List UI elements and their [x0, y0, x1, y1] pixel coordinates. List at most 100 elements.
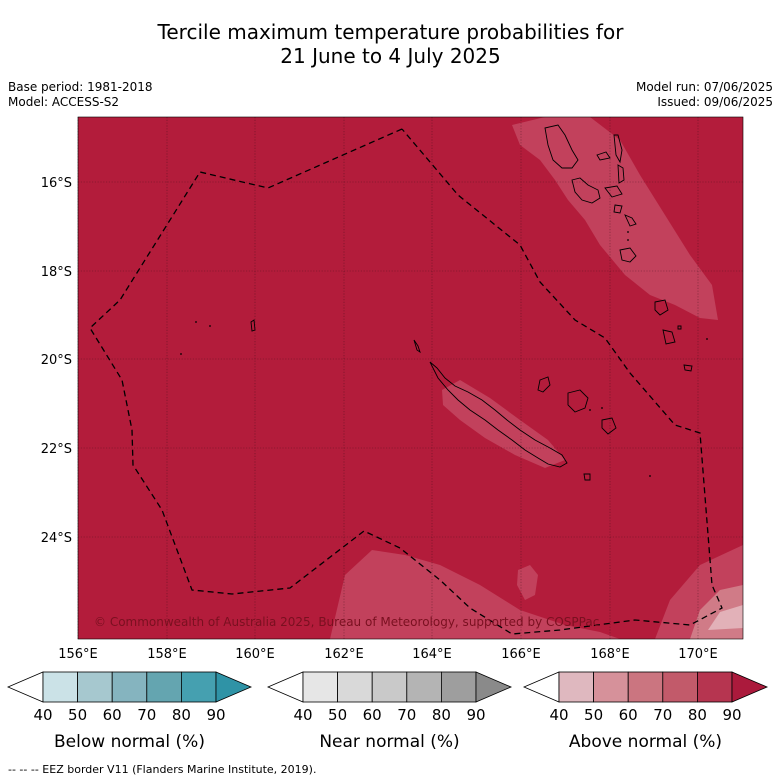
islet-2	[209, 325, 211, 327]
colorbar-tick-label: 60	[619, 706, 638, 724]
islet-5	[649, 475, 651, 477]
islet-8	[627, 231, 629, 233]
colorbar-segment	[111, 671, 148, 703]
colorbar-title: Above normal (%)	[569, 732, 722, 752]
colorbar-segment	[558, 671, 594, 703]
colorbar-segment	[593, 671, 629, 703]
malakula-coast	[571, 177, 601, 204]
colorbar-tick-label: 50	[68, 706, 87, 724]
colorbar-tick-label: 90	[466, 706, 485, 724]
colorbar-tick-label: 90	[206, 706, 225, 724]
colorbar-2: 40 50 60 70 80 90 Near normal (%)	[266, 671, 513, 752]
maewo-coast	[613, 134, 623, 164]
colorbar-segment	[371, 671, 408, 703]
colorbar-segment	[627, 671, 664, 703]
title-line-1: Tercile maximum temperature probabilitie…	[157, 20, 624, 44]
colorbar-title: Below normal (%)	[54, 732, 205, 752]
colorbar-extend-low	[522, 671, 560, 703]
map-frame	[77, 116, 744, 640]
base-period: Base period: 1981-2018	[8, 80, 153, 94]
colorbar-tick-label: 80	[688, 706, 707, 724]
latitude-labels: 16°S 18°S 20°S 22°S 24°S	[41, 176, 72, 546]
lon-label-156: 156°E	[58, 647, 98, 662]
colorbar-segment	[180, 671, 217, 703]
colorbar-segment	[77, 671, 113, 703]
colorbar-extend-high	[215, 671, 253, 703]
issued-date: Issued: 09/06/2025	[657, 95, 773, 109]
colorbar-tick-label: 50	[584, 706, 603, 724]
copyright-text: © Commonwealth of Australia 2025, Bureau…	[94, 615, 599, 629]
colorbar-tick-label: 70	[653, 706, 672, 724]
colorbar-tick-label: 40	[549, 706, 568, 724]
small-islets	[180, 231, 708, 477]
colorbar-tick-label: 60	[363, 706, 382, 724]
title-line-2: 21 June to 4 July 2025	[280, 44, 501, 68]
model-name: Model: ACCESS-S2	[8, 95, 120, 109]
pentecost-coast	[617, 164, 625, 184]
meta-right: Model run: 07/06/2025 Issued: 09/06/2025	[636, 80, 773, 110]
aneityum-coast	[683, 364, 693, 372]
meta-left: Base period: 1981-2018 Model: ACCESS-S2	[8, 80, 153, 110]
colorbar-tick-label: 80	[432, 706, 451, 724]
lat-label-18: 18°S	[41, 265, 72, 280]
futuna-islet	[677, 325, 682, 330]
new-caledonia-north-islet	[413, 339, 421, 354]
isle-of-pines-coast	[583, 473, 591, 481]
loyalty-islands-coast	[537, 376, 551, 393]
colorbar-segment	[302, 671, 338, 703]
chesterfield-islet	[250, 319, 256, 332]
espiritu-santo-coast	[544, 124, 579, 169]
lat-label-22: 22°S	[41, 442, 72, 457]
colorbar-segment	[440, 671, 477, 703]
lat-label-16: 16°S	[41, 176, 72, 191]
colorbar-tick-label: 40	[33, 706, 52, 724]
colorbar-tick-label: 50	[328, 706, 347, 724]
map-title: Tercile maximum temperature probabilitie…	[0, 20, 781, 68]
colorbar-extend-high	[731, 671, 769, 703]
lon-label-162: 162°E	[324, 647, 364, 662]
colorbar-segment	[662, 671, 698, 703]
colorbar-extend-low	[6, 671, 44, 703]
colorbar-tick-label: 80	[172, 706, 191, 724]
colorbar-tick-label: 40	[293, 706, 312, 724]
eez-footnote: -- -- -- EEZ border V11 (Flanders Marine…	[8, 763, 317, 776]
new-caledonia-coast	[429, 361, 568, 468]
lat-label-24: 24°S	[41, 531, 72, 546]
islet-4	[706, 338, 708, 340]
lighter-patch-south	[330, 550, 620, 639]
colorbar-segment	[146, 671, 182, 703]
islet-1	[195, 321, 197, 323]
colorbar-extend-low	[266, 671, 304, 703]
colorbar-segment	[42, 671, 78, 703]
islet-9	[627, 239, 629, 241]
colorbar-title: Near normal (%)	[319, 732, 459, 752]
colorbar-tick-label: 90	[722, 706, 741, 724]
erromango-coast	[654, 299, 669, 316]
lon-label-170: 170°E	[678, 647, 718, 662]
lightest-patch-southeast	[708, 605, 743, 630]
lon-label-160: 160°E	[235, 647, 275, 662]
islet-7	[601, 407, 603, 409]
ambrym-coast	[604, 185, 623, 198]
mare-coast	[601, 417, 617, 435]
islet-6	[589, 409, 591, 411]
lighter-patch-south-small	[517, 565, 538, 600]
colorbar-segment	[406, 671, 442, 703]
lat-label-20: 20°S	[41, 353, 72, 368]
shepherd-islets	[624, 214, 637, 227]
lifou-coast	[567, 389, 589, 413]
lon-label-164: 164°E	[412, 647, 452, 662]
ambae-coast	[596, 151, 611, 161]
colorbar-segment	[697, 671, 733, 703]
lon-label-166: 166°E	[501, 647, 541, 662]
efate-coast	[619, 247, 637, 263]
colorbar-tick-label: 70	[397, 706, 416, 724]
tanna-coast	[662, 329, 676, 345]
colorbar-segment	[337, 671, 373, 703]
lighter-patch-newcaledonia	[442, 380, 565, 468]
longitude-labels: 156°E 158°E 160°E 162°E 164°E 166°E 168°…	[58, 647, 718, 662]
lon-label-168: 168°E	[590, 647, 630, 662]
model-run: Model run: 07/06/2025	[635, 80, 773, 94]
